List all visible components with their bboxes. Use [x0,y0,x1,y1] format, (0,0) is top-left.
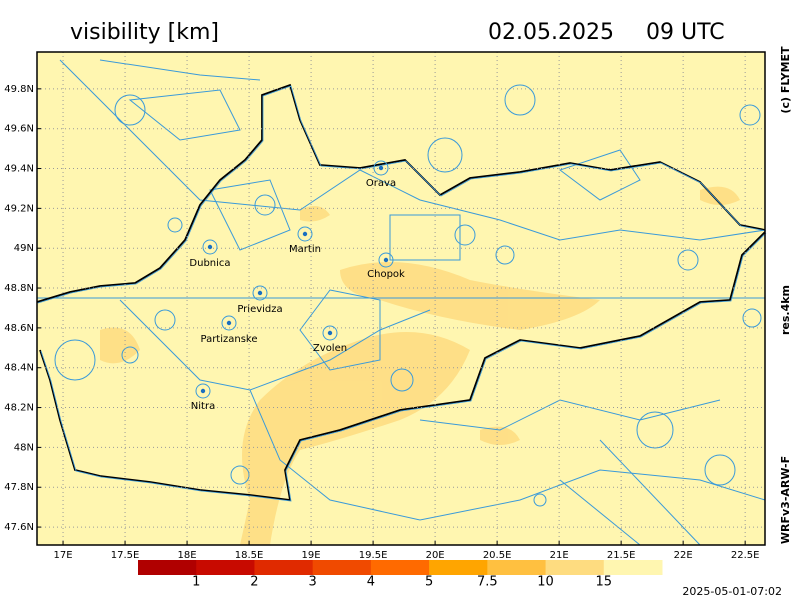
y-tick-label: 49.6N [4,124,34,135]
colorbar-label: 3 [309,575,317,590]
map-area [36,52,767,546]
x-tick-label: 20E [426,550,445,561]
region-lines [37,59,766,546]
y-tick-label: 48.4N [4,363,34,374]
y-tick-label: 48N [14,442,34,453]
city-marker [200,388,206,394]
colorbar-label: 15 [596,575,613,590]
city-label: Nitra [191,401,215,412]
low-visibility-areas [100,186,740,545]
city-label: Orava [366,178,396,189]
x-tick-label: 19E [302,550,321,561]
time: 09 UTC [646,20,725,45]
colorbar-segment [138,560,197,575]
date: 02.05.2025 [488,20,614,45]
x-tick-label: 21E [550,550,569,561]
x-tick-label: 18E [178,550,197,561]
city-ring [202,239,218,255]
x-tick-label: 17E [54,550,73,561]
y-tick-label: 49.8N [4,84,34,95]
city-marker [257,290,263,296]
city-label: Partizanske [200,334,257,345]
x-tick-label: 18.5E [235,550,264,561]
city-marker [302,231,308,237]
city-ring [195,383,211,399]
title: visibility [km] [70,20,219,45]
y-tick-label: 47.8N [4,482,34,493]
x-tick-label: 20.5E [483,550,512,561]
city-label: Martin [289,244,321,255]
x-tick-label: 19.5E [359,550,388,561]
y-tick-label: 49N [14,243,34,254]
x-tick-label: 22E [674,550,693,561]
colorbar-label: 4 [367,575,375,590]
city-label: Prievidza [237,304,282,315]
y-tick-label: 47.6N [4,522,34,533]
city-marker [207,244,213,250]
city-label: Zvolen [313,343,347,354]
colorbar-segment [429,560,488,575]
city-ring [252,285,268,301]
x-tick-label: 17.5E [111,550,140,561]
y-tick-label: 49.2N [4,203,34,214]
y-tick-label: 48.8N [4,283,34,294]
colorbar-segment [487,560,547,575]
colorbar-label: 10 [537,575,554,590]
city-marker [383,257,389,263]
country-border [36,83,766,502]
colorbar-segment [603,560,663,575]
city-ring [322,325,338,341]
x-tick-label: 21.5E [607,550,636,561]
city-ring [378,252,394,268]
country-border-outline [37,85,767,502]
y-tick-label: 48.2N [4,403,34,414]
timestamp: 2025-05-01-07:02 [682,585,782,598]
city-marker [378,165,384,171]
colorbar-segment [370,560,430,575]
resolution: res.4km [779,285,792,335]
city-marker [327,330,333,336]
copyright: (c) FLYMET [779,46,792,114]
city-marker [226,320,232,326]
model: WRFv3-ARW-F [779,456,792,544]
colorbar-label: 1 [192,575,200,590]
city-ring [297,226,313,242]
colorbar-segment [196,560,255,575]
x-tick-label: 22.5E [731,550,760,561]
y-tick-label: 48.6N [4,323,34,334]
y-tick-label: 49.4N [4,164,34,175]
colorbar-segment [312,560,372,575]
colorbar-label: 7.5 [477,575,498,590]
colorbar-segment [545,560,605,575]
city-label: Chopok [367,269,405,280]
colorbar-segment [254,560,314,575]
city-ring [221,315,237,331]
city-ring [373,160,389,176]
map-frame [36,51,766,546]
colorbar-label: 2 [250,575,258,590]
city-label: Dubnica [189,258,230,269]
colorbar-label: 5 [425,575,433,590]
